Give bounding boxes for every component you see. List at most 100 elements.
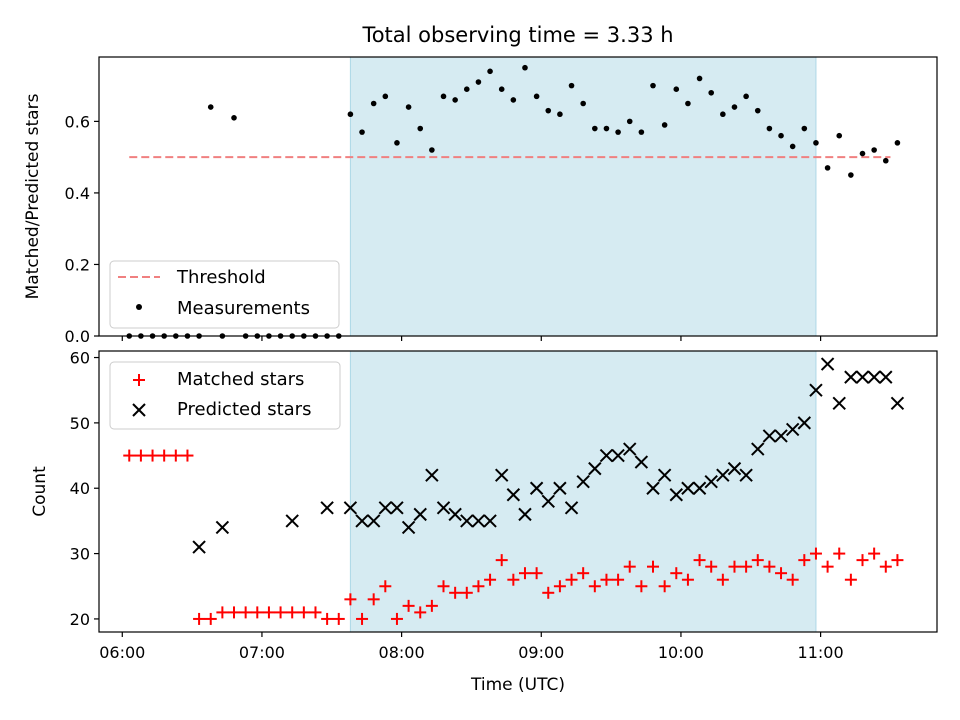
predicted-star-point (343, 501, 358, 515)
predicted-star-point (576, 474, 590, 489)
predicted-star-point (855, 370, 870, 384)
measurement-point (882, 157, 889, 164)
matched-star-point (577, 567, 590, 580)
matched-star-point (414, 606, 427, 619)
matched-star-point (134, 449, 147, 462)
top-y-axis-label: Matched/Predicted stars (23, 93, 43, 299)
bottom-y-axis-ticks: 20 30 40 50 60 (70, 349, 99, 629)
predicted-star-point (820, 357, 835, 371)
measurement-point (871, 147, 877, 153)
matched-star-point (472, 580, 485, 593)
matched-star-point (600, 573, 613, 586)
top-y-tick-label: 0.0 (65, 327, 90, 346)
measurement-point (685, 100, 691, 107)
matched-star-point (693, 554, 706, 567)
matched-star-point (751, 554, 764, 567)
bottom-legend-box (109, 361, 341, 430)
measurement-point (545, 107, 552, 114)
matched-star-point (681, 573, 694, 586)
predicted-legend-swatch (132, 403, 146, 417)
matched-star-point (437, 580, 450, 593)
top-y-tick-label: 0.4 (65, 184, 90, 203)
measurement-point (510, 97, 517, 103)
matched-star-point (216, 606, 229, 619)
matched-star-point (309, 606, 322, 619)
matched-star-point (495, 554, 508, 567)
measurements-legend-swatch (136, 304, 142, 310)
matched-star-point (158, 449, 171, 462)
top-panel: Total observing time = 3.33 h 0.00.20.40… (23, 23, 938, 346)
predicted-star-point (588, 461, 602, 476)
measurements-legend-label: Measurements (177, 298, 310, 319)
predicted-star-point (751, 442, 765, 456)
matched-star-point (484, 573, 497, 586)
predicted-star-point (401, 520, 416, 535)
bottom-y-tick-label: 50 (70, 414, 90, 433)
measurement-point (359, 129, 365, 135)
measurement-point (603, 125, 610, 132)
predicted-star-point (739, 468, 753, 482)
measurement-point (720, 111, 726, 118)
predicted-star-point (448, 507, 462, 522)
matched-star-point (344, 593, 357, 606)
matched-star-point (647, 560, 660, 573)
predicted-star-point (785, 422, 800, 437)
bottom-legend: Matched stars Predicted stars (109, 361, 341, 430)
matched-star-point (251, 606, 264, 619)
predicted-star-point (774, 429, 788, 443)
measurement-point (801, 125, 808, 132)
predicted-star-point (879, 370, 893, 384)
measurement-point (848, 172, 854, 178)
bottom-y-tick-label: 30 (70, 545, 90, 564)
measurement-point (754, 107, 761, 114)
bottom-x-axis-ticks: 06:00 07:00 08:00 09:00 10:00 11:00 (99, 632, 844, 662)
x-tick-label: 08:00 (379, 643, 425, 662)
matched-star-point (891, 554, 904, 567)
matched-star-point (530, 567, 543, 580)
matched-star-point (670, 567, 683, 580)
predicted-star-point (436, 501, 451, 515)
top-y-axis-ticks: 0.0 0.2 0.4 0.6 (65, 112, 99, 346)
matched-star-point (635, 580, 648, 593)
measurement-point (580, 100, 586, 107)
measurement-point (463, 86, 470, 92)
matched-star-point (623, 560, 636, 573)
matched-star-point (786, 573, 799, 586)
predicted-star-point (716, 468, 730, 482)
predicted-star-point (890, 396, 905, 410)
measurement-point (638, 129, 645, 135)
predicted-star-point (518, 507, 532, 522)
x-tick-label: 09:00 (518, 643, 564, 662)
matched-star-point (798, 554, 811, 567)
matched-star-point (553, 580, 566, 593)
predicted-star-point (215, 520, 230, 535)
measurement-point (429, 147, 435, 153)
measurement-point (650, 82, 656, 89)
matched-star-point (460, 586, 473, 599)
measurement-point (568, 82, 575, 89)
matched-star-point (775, 567, 788, 580)
predicted-star-point (192, 540, 206, 554)
matched-star-point (728, 560, 741, 573)
measurement-point (405, 104, 412, 110)
matched-star-point (856, 554, 869, 567)
matched-star-point (146, 449, 159, 462)
predicted-star-point (378, 501, 393, 515)
predicted-star-point (541, 494, 555, 509)
top-plot-frame (98, 56, 938, 337)
predicted-stars-layer (192, 357, 905, 554)
matched-star-point (658, 580, 671, 593)
predicted-star-point (797, 416, 812, 430)
matched-star-point (297, 606, 310, 619)
measurement-point (836, 132, 843, 139)
measurement-point (731, 104, 738, 110)
predicted-star-point (506, 488, 521, 502)
predicted-legend-label: Predicted stars (177, 399, 311, 420)
measurement-point (207, 104, 214, 110)
x-tick-label: 10:00 (658, 643, 704, 662)
bottom-y-tick-label: 60 (70, 349, 90, 368)
matched-star-point (612, 573, 625, 586)
predicted-star-point (634, 455, 649, 469)
predicted-star-point (623, 442, 637, 456)
